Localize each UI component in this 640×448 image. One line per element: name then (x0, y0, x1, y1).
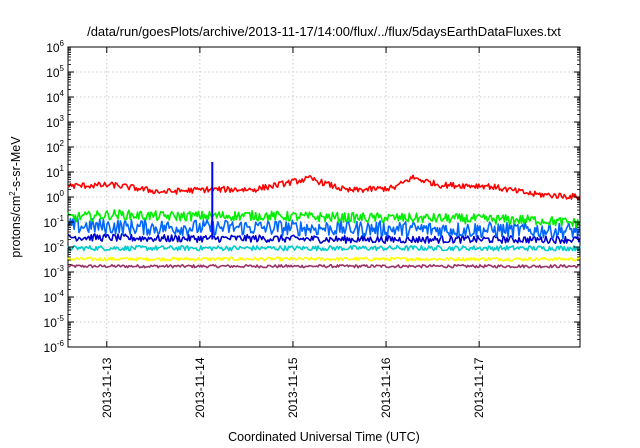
series-line (67, 244, 581, 252)
y-tick-label: 10-5 (44, 314, 65, 330)
series-line (67, 174, 581, 200)
x-tick-label: 2013-11-15 (286, 357, 300, 418)
series-line (67, 256, 581, 262)
chart-title: /data/run/goesPlots/archive/2013-11-17/1… (87, 24, 561, 39)
x-tick-label: 2013-11-14 (193, 357, 207, 418)
y-tick-label: 104 (46, 89, 64, 105)
y-axis-label: protons/cm2-s-sr-MeV (8, 136, 23, 258)
x-tick-label: 2013-11-17 (472, 357, 486, 418)
series-line (67, 263, 581, 269)
x-tick-label: 2013-11-16 (379, 357, 393, 418)
y-tick-label: 102 (46, 139, 64, 155)
y-tick-label: 10-6 (44, 339, 65, 355)
series-line (67, 217, 581, 240)
y-tick-label: 10-2 (44, 239, 65, 255)
y-tick-label: 103 (46, 114, 64, 130)
x-axis: 2013-11-13 2013-11-14 2013-11-15 2013-11-16… (100, 47, 486, 418)
y-tick-label: 106 (46, 39, 64, 55)
series-line (67, 209, 581, 229)
grid (68, 47, 580, 347)
y-axis: 106 105 104 103 102 101 100 10-1 10-2 10-3 10-4 10-… (44, 39, 580, 355)
x-axis-label: Coordinated Universal Time (UTC) (228, 430, 420, 444)
y-tick-label: 10-1 (44, 214, 65, 230)
y-tick-label: 10-3 (44, 264, 65, 280)
y-tick-label: 100 (46, 189, 64, 205)
series-line (67, 233, 581, 244)
y-tick-label: 101 (46, 164, 64, 180)
y-tick-label: 105 (46, 64, 64, 80)
y-tick-label: 10-4 (44, 289, 65, 305)
series-layer (67, 162, 581, 269)
x-tick-label: 2013-11-13 (100, 357, 114, 418)
